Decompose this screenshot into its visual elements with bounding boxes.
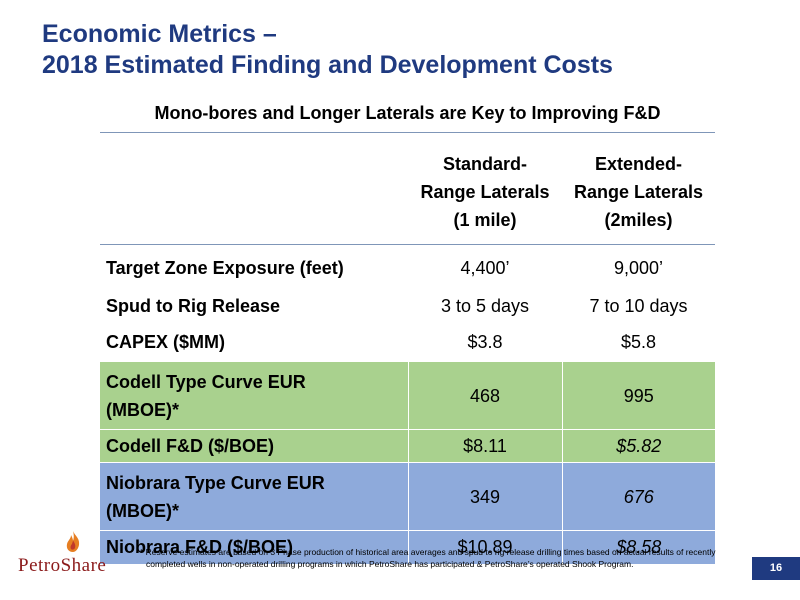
standard-value: $10.89 — [407, 530, 562, 564]
flame-icon — [66, 531, 80, 552]
standard-value: $3.8 — [467, 332, 503, 353]
standard-value: $8.11 — [407, 429, 562, 463]
extended-value: 7 to 10 days — [589, 295, 688, 316]
row-label: CAPEX ($MM) — [106, 332, 226, 353]
table-row: CAPEX ($MM) $3.8 $5.8 — [100, 325, 715, 362]
table-row: Spud to Rig Release 3 to 5 days 7 to 10 … — [100, 288, 715, 325]
header-extended-line1: Extended- — [594, 153, 682, 174]
petroshare-logo: PetroShare — [18, 530, 126, 580]
header-standard-line1: Standard- — [442, 153, 527, 174]
row-label-line2: (MBOE)* — [106, 399, 179, 420]
extended-value: 676 — [561, 462, 715, 531]
metrics-table: Standard- Range Laterals (1 mile) Extend… — [100, 132, 715, 564]
row-label: Codell Type Curve EUR (MBOE)* — [100, 361, 408, 430]
table-row-codell-fd: Codell F&D ($/BOE) $8.11 $5.82 — [100, 429, 715, 463]
extended-value: $5.82 — [561, 429, 715, 463]
title-line-2: 2018 Estimated Finding and Development C… — [42, 51, 613, 79]
footnote-line2: completed wells in non-operated drilling… — [146, 559, 634, 569]
bottom-rule — [752, 578, 800, 580]
header-standard-line3: (1 mile) — [453, 209, 517, 230]
table-row: Target Zone Exposure (feet) 4,400’ 9,000… — [100, 245, 715, 288]
standard-value: 468 — [407, 361, 562, 430]
slide-subtitle: Mono-bores and Longer Laterals are Key t… — [154, 103, 661, 123]
title-line-1: Economic Metrics – — [42, 20, 277, 48]
table-row-niobrara-fd: Niobrara F&D ($/BOE) $10.89 $8.58 — [100, 530, 715, 564]
row-label-line1: Codell Type Curve EUR — [106, 371, 306, 392]
header-extended: Extended- Range Laterals (2miles) — [562, 132, 715, 245]
logo-text: PetroShare — [18, 555, 107, 576]
standard-value: 4,400’ — [460, 257, 510, 278]
header-empty-cell — [100, 132, 408, 245]
table-header-row: Standard- Range Laterals (1 mile) Extend… — [100, 132, 715, 245]
header-standard-line2: Range Laterals — [420, 181, 550, 202]
extended-value: 995 — [561, 361, 715, 430]
extended-value: $8.58 — [561, 530, 715, 564]
standard-value: 349 — [407, 462, 562, 531]
table-row-niobrara-eur: Niobrara Type Curve EUR (MBOE)* 349 676 — [100, 462, 715, 531]
page-number: 16 — [752, 557, 800, 579]
row-label: Niobrara F&D ($/BOE) — [100, 530, 408, 564]
row-label-line1: Niobrara Type Curve EUR — [106, 472, 325, 493]
slide-title: Economic Metrics – 2018 Estimated Findin… — [42, 19, 762, 81]
row-label-line2: (MBOE)* — [106, 500, 179, 521]
row-label: Target Zone Exposure (feet) — [106, 257, 344, 278]
extended-value: $5.8 — [620, 332, 657, 353]
footnote-line1: * Reserve estimates are based on 3 Phase… — [140, 547, 716, 557]
row-label: Codell F&D ($/BOE) — [100, 429, 408, 463]
header-standard: Standard- Range Laterals (1 mile) — [408, 132, 562, 245]
header-extended-line3: (2miles) — [604, 209, 673, 230]
footnote: * Reserve estimates are based on 3 Phase… — [140, 546, 752, 570]
standard-value: 3 to 5 days — [440, 295, 530, 316]
extended-value: 9,000’ — [613, 257, 664, 278]
row-label: Spud to Rig Release — [106, 295, 281, 316]
row-label: Niobrara Type Curve EUR (MBOE)* — [100, 462, 408, 531]
header-extended-line2: Range Laterals — [573, 181, 704, 202]
table-row-codell-eur: Codell Type Curve EUR (MBOE)* 468 995 — [100, 361, 715, 430]
